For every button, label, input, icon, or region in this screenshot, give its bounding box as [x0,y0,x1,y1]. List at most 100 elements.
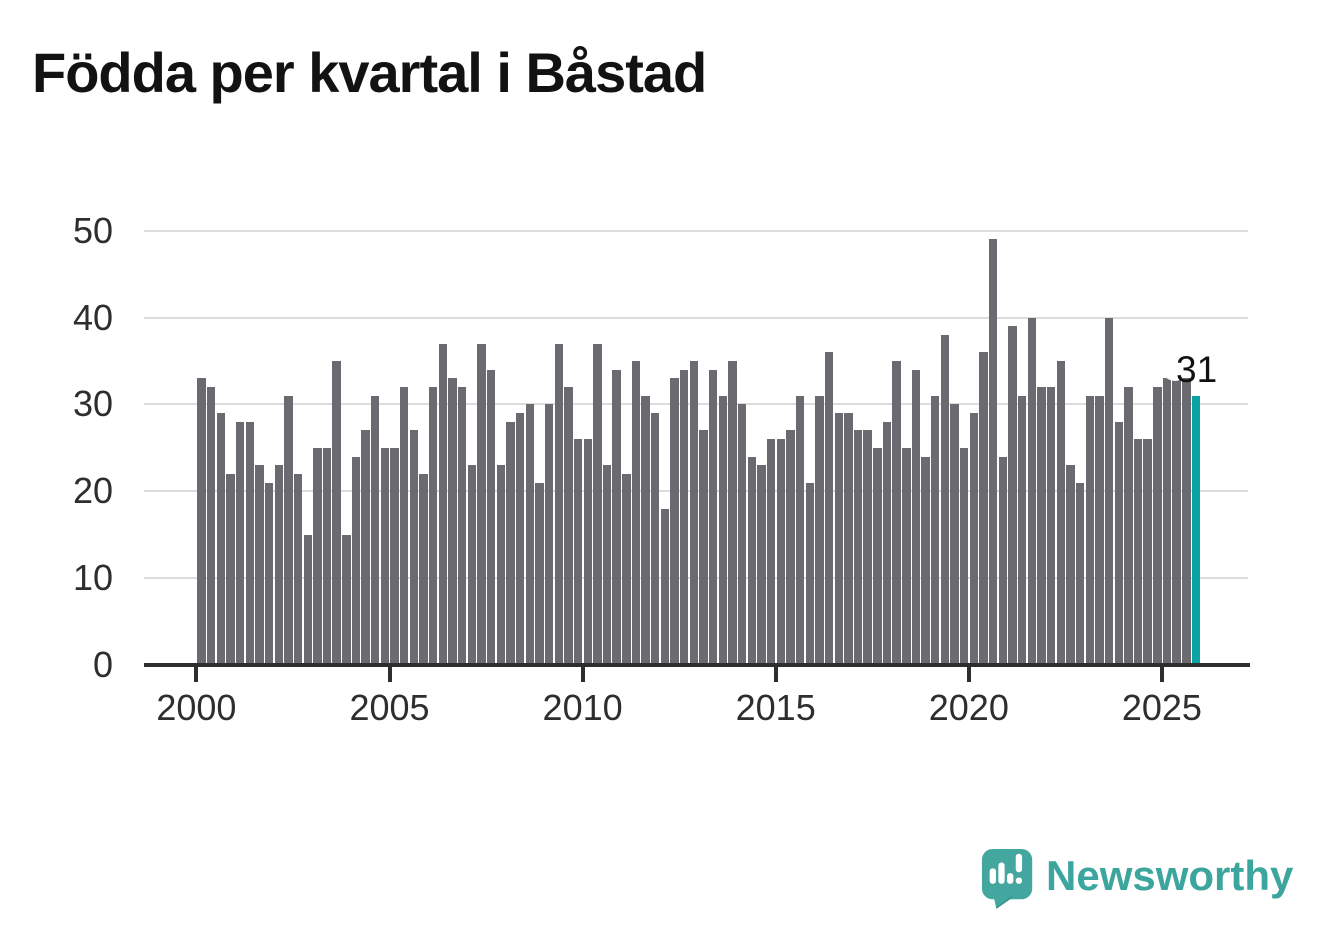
bar-quarter-84 [1008,326,1017,665]
bar-quarter-75 [921,456,930,665]
bar-quarter-25 [438,343,448,665]
bar-quarter-15 [342,534,351,665]
bar-quarter-91 [1075,482,1085,665]
bar-quarter-46 [641,395,650,665]
bar-quarter-2 [216,413,225,665]
bar-quarter-20 [390,447,399,665]
y-axis-label-30: 30 [72,383,113,425]
bar-quarter-102 [1182,378,1191,665]
bar-quarter-89 [1056,360,1065,665]
bar-quarter-78 [950,404,959,665]
bar-quarter-13 [322,447,332,665]
brand-name: Newsworthy [1046,852,1294,899]
bar-quarter-18 [371,395,380,665]
bar-quarter-37 [554,343,563,665]
bar-quarter-81 [979,352,988,665]
gridline-y-40 [144,316,1248,319]
bar-quarter-61 [786,430,795,665]
bar-quarter-38 [564,387,573,665]
bar-quarter-16 [351,456,361,665]
bar-quarter-53 [709,369,718,665]
bar-quarter-101 [1172,378,1181,665]
bar-quarter-100 [1162,378,1172,665]
bar-quarter-56 [737,404,747,665]
bar-quarter-29 [477,343,486,665]
bar-quarter-12 [313,447,322,665]
bar-quarter-40 [583,439,592,665]
bar-quarter-71 [882,421,892,665]
bar-quarter-73 [902,447,911,665]
bar-quarter-7 [264,482,274,665]
bar-quarter-76 [931,395,940,665]
bar-quarter-17 [361,430,370,665]
bar-quarter-10 [293,473,303,665]
bar-quarter-21 [400,387,409,665]
bar-quarter-50 [680,369,689,665]
bar-quarter-93 [1095,395,1104,665]
x-axis-label-2015: 2015 [735,687,816,728]
bar-quarter-87 [1037,387,1046,665]
bar-quarter-79 [960,447,969,665]
bar-quarter-90 [1066,465,1075,665]
bar-quarter-23 [419,473,428,665]
gridline-y-50 [144,229,1248,232]
x-axis-label-2000: 2000 [156,687,237,728]
bar-quarter-33 [515,413,525,665]
bar-quarter-60 [776,439,785,665]
bar-quarter-54 [718,395,728,665]
bar-quarter-58 [757,465,766,665]
bar-quarter-57 [747,456,757,665]
x-tick-2015 [773,665,778,682]
bar-quarter-48 [660,508,670,665]
bar-quarter-85 [1017,395,1027,665]
bar-quarter-52 [699,430,708,665]
bar-quarter-66 [834,413,843,665]
end-value-label: 31 [1176,349,1218,390]
bar-quarter-72 [892,360,901,665]
bar-quarter-44 [622,473,631,665]
end-value-halo [1161,353,1189,381]
bar-quarter-49 [670,378,679,665]
bar-quarter-80 [969,413,979,665]
bar-quarter-43 [612,369,621,665]
bar-quarter-70 [873,447,882,665]
x-tick-2010 [580,665,585,682]
x-axis-label-2005: 2005 [349,687,430,728]
bar-quarter-39 [573,439,583,665]
bar-quarter-22 [409,430,419,665]
x-tick-2000 [194,665,199,682]
bar-quarter-69 [863,430,872,665]
bar-quarter-64 [815,395,824,665]
bar-quarter-19 [380,447,390,665]
newsworthy-branding: Newsworthy [980,846,1293,910]
bar-highlighted-latest-quarter [1191,395,1201,665]
bar-quarter-47 [651,413,660,665]
bar-quarter-34 [525,404,534,665]
bar-quarter-3 [226,473,235,665]
bar-quarter-31 [496,465,505,665]
bar-quarter-14 [332,360,341,665]
bar-quarter-77 [940,334,950,665]
bar-quarter-55 [728,360,737,665]
y-axis-label-40: 40 [72,296,113,338]
bar-quarter-1 [206,387,216,665]
x-tick-2020 [966,665,971,682]
bar-quarter-11 [303,534,312,665]
bar-quarter-42 [602,465,612,665]
bar-quarter-74 [911,369,921,665]
bar-quarter-24 [429,387,438,665]
bar-quarter-67 [844,413,853,665]
x-axis-label-2020: 2020 [928,687,1009,728]
y-axis-label-20: 20 [72,470,113,512]
x-axis-line [144,663,1250,667]
bar-quarter-62 [795,395,805,665]
bar-quarter-82 [989,239,998,665]
bar-quarter-94 [1104,317,1114,665]
bar-quarter-86 [1027,317,1037,665]
bar-quarter-41 [593,343,602,665]
bar-quarter-45 [631,360,641,665]
x-tick-2025 [1159,665,1164,682]
bar-quarter-32 [506,421,515,665]
bar-quarter-95 [1114,421,1123,665]
y-axis-label-50: 50 [72,209,113,251]
